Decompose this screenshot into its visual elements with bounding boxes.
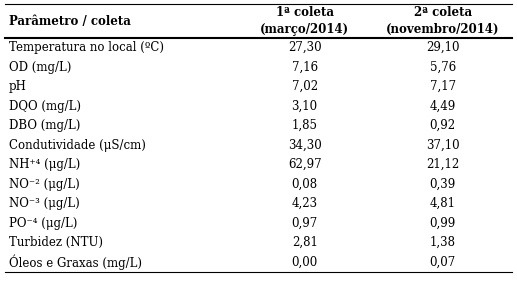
- Text: NH⁺⁴ (μg/L): NH⁺⁴ (μg/L): [9, 158, 80, 171]
- Text: NO⁻² (μg/L): NO⁻² (μg/L): [9, 178, 80, 191]
- Text: 7,02: 7,02: [292, 80, 318, 93]
- Text: Condutividade (μS/cm): Condutividade (μS/cm): [9, 139, 146, 152]
- Text: 0,92: 0,92: [430, 119, 456, 132]
- Text: 0,00: 0,00: [292, 256, 318, 269]
- Text: Parâmetro / coleta: Parâmetro / coleta: [9, 14, 131, 27]
- Text: 5,76: 5,76: [430, 61, 456, 74]
- Text: NO⁻³ (μg/L): NO⁻³ (μg/L): [9, 197, 80, 210]
- Text: 37,10: 37,10: [426, 139, 460, 152]
- Text: Temperatura no local (ºC): Temperatura no local (ºC): [9, 41, 164, 54]
- Text: DQO (mg/L): DQO (mg/L): [9, 100, 81, 113]
- Text: 0,08: 0,08: [292, 178, 318, 191]
- Text: Óleos e Graxas (mg/L): Óleos e Graxas (mg/L): [9, 255, 142, 270]
- Text: 34,30: 34,30: [288, 139, 322, 152]
- Text: Turbidez (NTU): Turbidez (NTU): [9, 236, 103, 249]
- Text: 1ª coleta
(março/2014): 1ª coleta (março/2014): [260, 7, 349, 35]
- Text: PO⁻⁴ (μg/L): PO⁻⁴ (μg/L): [9, 217, 78, 230]
- Text: 4,49: 4,49: [430, 100, 456, 113]
- Text: 0,99: 0,99: [430, 217, 456, 230]
- Text: 0,97: 0,97: [292, 217, 318, 230]
- Text: 62,97: 62,97: [288, 158, 322, 171]
- Text: 29,10: 29,10: [426, 41, 460, 54]
- Text: 7,17: 7,17: [430, 80, 456, 93]
- Text: OD (mg/L): OD (mg/L): [9, 61, 71, 74]
- Text: 2ª coleta
(novembro/2014): 2ª coleta (novembro/2014): [386, 7, 499, 35]
- Text: DBO (mg/L): DBO (mg/L): [9, 119, 80, 132]
- Text: 3,10: 3,10: [292, 100, 318, 113]
- Text: 27,30: 27,30: [288, 41, 322, 54]
- Text: 7,16: 7,16: [292, 61, 318, 74]
- Text: 21,12: 21,12: [426, 158, 460, 171]
- Text: 4,81: 4,81: [430, 197, 456, 210]
- Text: 0,07: 0,07: [430, 256, 456, 269]
- Text: 1,38: 1,38: [430, 236, 456, 249]
- Text: 4,23: 4,23: [292, 197, 318, 210]
- Text: 1,85: 1,85: [292, 119, 317, 132]
- Text: pH: pH: [9, 80, 27, 93]
- Text: 2,81: 2,81: [292, 236, 317, 249]
- Text: 0,39: 0,39: [430, 178, 456, 191]
